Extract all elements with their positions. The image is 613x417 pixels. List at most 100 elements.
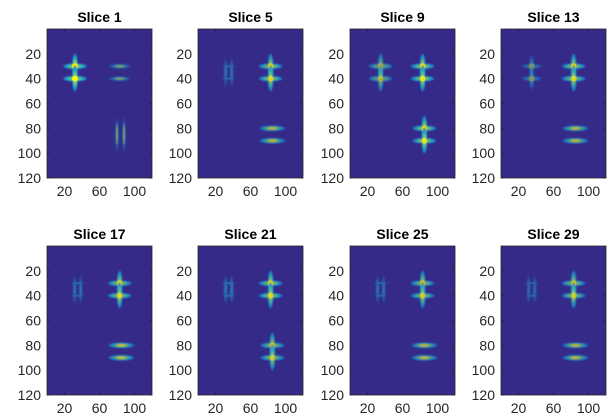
panel-background — [350, 246, 455, 395]
panel-background — [47, 246, 152, 395]
panel-background — [501, 29, 606, 178]
x-tick-label: 60 — [243, 400, 259, 416]
intensity-blob — [561, 137, 590, 144]
y-tick-label: 100 — [18, 145, 42, 161]
slice-panel: Slice 13 20 40 60 80 100 120 20 60 100 — [472, 9, 607, 199]
intensity-blob — [62, 64, 88, 93]
x-tick-label: 100 — [123, 400, 147, 416]
x-tick-label: 100 — [577, 183, 601, 199]
x-tick-label: 20 — [208, 400, 224, 416]
x-tick-label: 60 — [395, 183, 411, 199]
y-tick-label: 20 — [25, 263, 41, 279]
y-tick-label: 80 — [328, 337, 344, 353]
x-tick-label: 60 — [243, 183, 259, 199]
y-tick-label: 120 — [472, 170, 496, 186]
intensity-blob — [259, 343, 286, 372]
y-tick-label: 60 — [176, 313, 192, 329]
intensity-blob — [561, 354, 590, 361]
panel-title: Slice 29 — [527, 226, 579, 242]
y-tick-label: 120 — [169, 170, 193, 186]
x-tick-label: 20 — [57, 400, 73, 416]
y-tick-label: 40 — [25, 71, 41, 87]
y-tick-label: 120 — [472, 387, 496, 403]
y-tick-label: 80 — [479, 337, 495, 353]
slice-panel: Slice 29 20 40 60 80 100 120 20 60 100 — [472, 226, 607, 416]
x-tick-label: 100 — [274, 400, 298, 416]
y-tick-label: 20 — [25, 46, 41, 62]
x-tick-label: 20 — [511, 400, 527, 416]
y-tick-label: 60 — [328, 96, 344, 112]
intensity-blob — [258, 125, 287, 132]
intensity-blob — [561, 125, 590, 132]
intensity-blob — [219, 54, 238, 91]
y-tick-label: 100 — [321, 145, 345, 161]
intensity-blob — [561, 342, 590, 349]
y-tick-label: 120 — [18, 387, 42, 403]
slice-panel: Slice 1 20 40 60 80 100 120 20 60 100 — [18, 9, 153, 199]
y-tick-label: 20 — [328, 263, 344, 279]
y-tick-label: 120 — [321, 170, 345, 186]
panel-background — [198, 246, 303, 395]
intensity-blob — [107, 342, 136, 349]
y-tick-label: 120 — [169, 387, 193, 403]
y-tick-label: 120 — [321, 387, 345, 403]
panel-title: Slice 5 — [228, 9, 273, 25]
panel-title: Slice 17 — [73, 226, 125, 242]
y-tick-label: 40 — [25, 288, 41, 304]
panel-title: Slice 21 — [224, 226, 276, 242]
intensity-blob — [410, 354, 439, 361]
intensity-blob — [219, 271, 238, 308]
x-tick-label: 60 — [92, 183, 108, 199]
y-tick-label: 40 — [328, 288, 344, 304]
y-tick-label: 20 — [176, 46, 192, 62]
x-tick-label: 20 — [208, 183, 224, 199]
y-tick-label: 80 — [25, 337, 41, 353]
x-tick-label: 60 — [546, 400, 562, 416]
x-tick-label: 60 — [92, 400, 108, 416]
intensity-blob — [371, 271, 390, 308]
panel-title: Slice 1 — [77, 9, 122, 25]
slice-panel: Slice 21 20 40 60 80 100 120 20 60 100 — [169, 226, 304, 416]
y-tick-label: 100 — [169, 362, 193, 378]
intensity-blob — [106, 281, 133, 310]
x-tick-label: 100 — [123, 183, 147, 199]
intensity-blob — [68, 271, 87, 308]
intensity-blob — [367, 64, 394, 93]
y-tick-label: 100 — [472, 362, 496, 378]
y-tick-label: 60 — [176, 96, 192, 112]
y-tick-label: 60 — [25, 313, 41, 329]
y-tick-label: 60 — [25, 96, 41, 112]
panel-background — [501, 246, 606, 395]
y-tick-label: 60 — [328, 313, 344, 329]
panel-title: Slice 9 — [380, 9, 425, 25]
intensity-blob — [560, 64, 587, 93]
intensity-blob — [522, 271, 541, 308]
y-tick-label: 80 — [479, 120, 495, 136]
intensity-blob — [105, 63, 134, 70]
y-tick-label: 100 — [472, 145, 496, 161]
panel-title: Slice 25 — [376, 226, 428, 242]
intensity-blob — [257, 64, 284, 93]
slice-panel: Slice 5 20 40 60 80 100 120 20 60 100 — [169, 9, 304, 199]
y-tick-label: 120 — [18, 170, 42, 186]
intensity-blob — [409, 64, 436, 93]
y-tick-label: 100 — [18, 362, 42, 378]
intensity-blob — [257, 281, 284, 310]
y-tick-label: 100 — [321, 362, 345, 378]
panel-background — [350, 29, 455, 178]
intensity-blob — [114, 113, 120, 156]
x-tick-label: 20 — [511, 183, 527, 199]
x-tick-label: 100 — [577, 400, 601, 416]
intensity-blob — [409, 281, 436, 310]
y-tick-label: 60 — [479, 313, 495, 329]
x-tick-label: 60 — [395, 400, 411, 416]
y-tick-label: 80 — [176, 120, 192, 136]
y-tick-label: 60 — [479, 96, 495, 112]
intensity-blob — [518, 64, 545, 93]
y-tick-label: 20 — [176, 263, 192, 279]
y-tick-label: 40 — [328, 71, 344, 87]
panel-title: Slice 13 — [527, 9, 579, 25]
y-tick-label: 80 — [328, 120, 344, 136]
intensity-blob — [258, 137, 287, 144]
